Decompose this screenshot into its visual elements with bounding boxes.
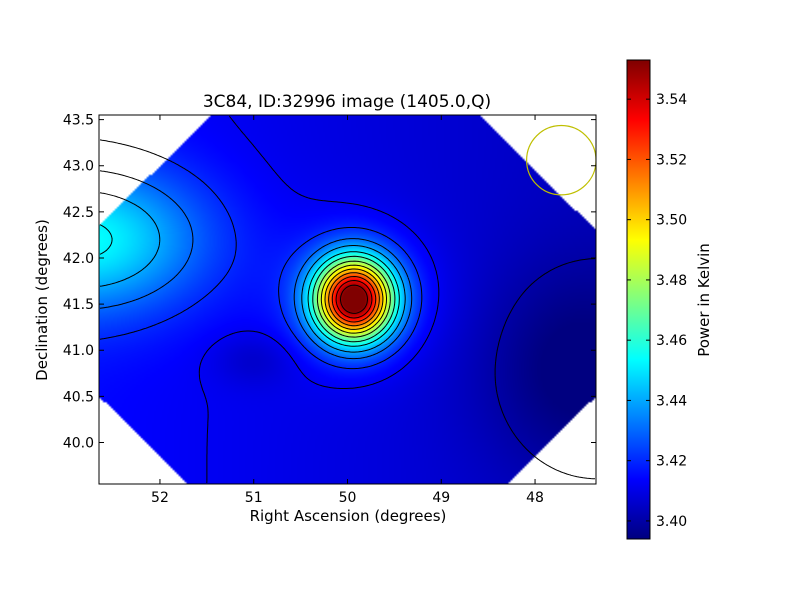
colorbar-tick-label: 3.42 <box>656 454 687 470</box>
colorbar: 3.40 3.42 3.44 3.46 3.48 3.50 3.52 3.54 Power i… <box>626 59 713 540</box>
y-axis-label: Declination (degrees) <box>33 219 51 381</box>
y-tick-label: 43.5 <box>63 113 94 129</box>
contour-lines <box>99 115 596 484</box>
colorbar-tick-label: 3.50 <box>656 213 687 229</box>
heatmap-image <box>99 115 596 484</box>
contour-line <box>99 170 413 360</box>
contour-line <box>320 264 387 334</box>
colorbar-tick-label: 3.46 <box>656 333 687 349</box>
y-axis: 40.0 40.5 41.0 41.5 42.0 42.5 43.0 43.5 <box>63 113 596 451</box>
contour-line <box>335 280 373 319</box>
y-tick-label: 42.0 <box>63 251 94 267</box>
y-tick-label: 41.5 <box>63 297 94 313</box>
colorbar-ticks: 3.40 3.42 3.44 3.46 3.48 3.50 3.52 3.54 <box>627 92 687 530</box>
colorbar-tick-label: 3.44 <box>656 393 687 409</box>
x-tick-label: 51 <box>245 490 263 506</box>
x-tick-label: 52 <box>151 490 169 506</box>
x-axis: 52 51 50 49 48 <box>151 115 544 506</box>
x-tick-label: 50 <box>339 490 357 506</box>
beam-circle <box>526 124 596 196</box>
colorbar-gradient <box>626 59 651 540</box>
y-tick-label: 42.5 <box>63 205 94 221</box>
x-axis-label: Right Ascension (degrees) <box>250 507 447 525</box>
colorbar-tick-label: 3.48 <box>656 273 687 289</box>
contour-line <box>328 272 380 327</box>
contour-line <box>324 268 384 330</box>
contour-line <box>331 276 377 323</box>
contour-line <box>494 258 596 480</box>
y-tick-label: 43.0 <box>63 159 94 175</box>
x-tick-label: 49 <box>432 490 450 506</box>
colorbar-tick-label: 3.52 <box>656 152 687 168</box>
chart-title: 3C84, ID:32996 image (1405.0,Q) <box>203 92 491 112</box>
colorbar-label: Power in Kelvin <box>695 243 713 357</box>
colorbar-tick-label: 3.40 <box>656 514 687 530</box>
y-tick-label: 40.0 <box>63 435 94 451</box>
contour-line <box>198 115 440 484</box>
x-tick-label: 48 <box>526 490 544 506</box>
contour-line <box>316 260 391 338</box>
contour-line <box>99 224 400 347</box>
contour-line <box>99 139 423 370</box>
plot-area <box>98 114 597 485</box>
y-tick-label: 41.0 <box>63 343 94 359</box>
contour-line <box>340 284 368 314</box>
y-tick-label: 40.5 <box>63 389 94 405</box>
contour-line <box>99 192 406 353</box>
contour-line <box>312 255 396 343</box>
colorbar-tick-label: 3.54 <box>656 92 687 108</box>
